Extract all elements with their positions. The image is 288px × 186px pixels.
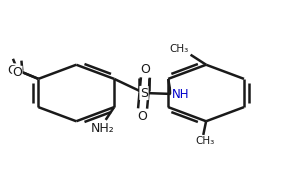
- Text: S: S: [140, 86, 148, 100]
- Text: NH: NH: [172, 88, 189, 101]
- Text: O: O: [141, 63, 150, 76]
- Text: CH₃: CH₃: [195, 136, 214, 146]
- Text: O: O: [138, 110, 147, 123]
- Text: O: O: [12, 66, 22, 79]
- Text: NH₂: NH₂: [91, 122, 115, 135]
- Text: CH₃: CH₃: [170, 44, 189, 54]
- Text: O: O: [7, 64, 17, 77]
